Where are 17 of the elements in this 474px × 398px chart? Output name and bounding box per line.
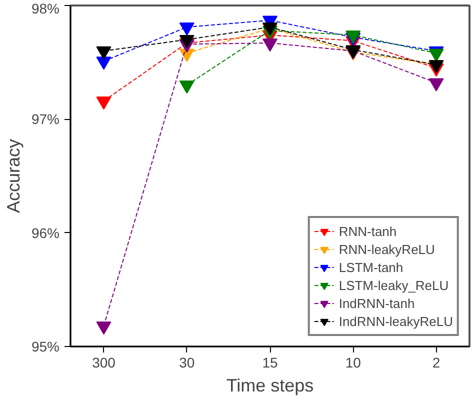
legend-label: IndRNN-leakyReLU — [338, 312, 453, 330]
x-tick-label: 30 — [179, 354, 195, 370]
legend-label: LSTM-tanh — [338, 258, 404, 276]
legend-label: RNN-leakyReLU — [338, 240, 435, 258]
x-tick-label: 2 — [432, 354, 440, 370]
y-axis-title: Accuracy — [3, 138, 24, 214]
legend-label: IndRNN-tanh — [338, 294, 415, 312]
x-tick-label: 10 — [345, 354, 362, 370]
y-tick-label: 96% — [31, 224, 60, 241]
y-tick-label: 95% — [31, 338, 60, 354]
x-tick-label: 300 — [92, 354, 116, 370]
legend-label: LSTM-leaky_ReLU — [338, 276, 449, 294]
x-axis-title: Time steps — [226, 376, 314, 396]
y-tick-label: 97% — [31, 111, 60, 128]
y-tick-label: 98% — [31, 0, 60, 16]
legend-label: RNN-tanh — [338, 222, 397, 240]
x-tick-label: 15 — [262, 354, 278, 370]
